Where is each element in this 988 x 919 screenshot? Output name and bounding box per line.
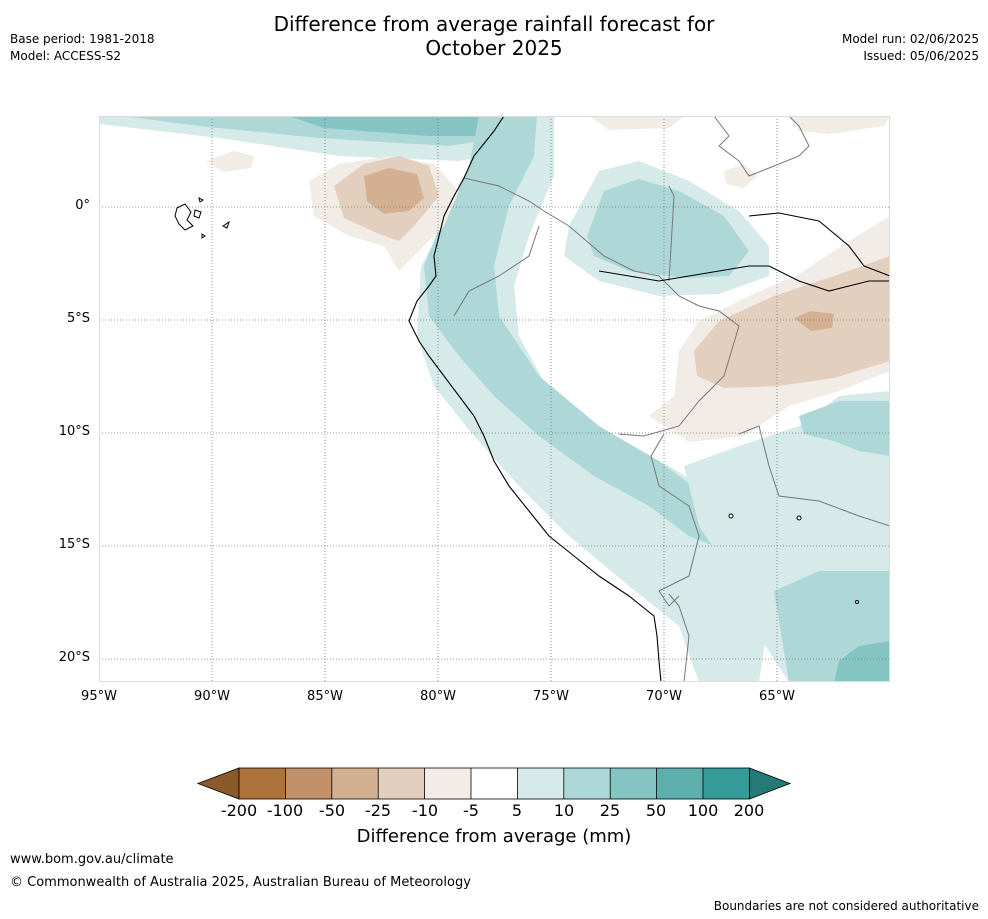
teal-se-25 [834, 641, 890, 682]
lon-label-95w: 95°W [81, 689, 117, 704]
meta-left: Base period: 1981-2018 Model: ACCESS-S2 [10, 31, 155, 65]
colorbar-title: Difference from average (mm) [356, 826, 632, 847]
lon-label-85w: 85°W [307, 689, 343, 704]
colorbar-tick-8: 10 [553, 801, 575, 820]
footer-disclaimer: Boundaries are not considered authoritat… [713, 899, 979, 913]
colorbar-swatch-6 [471, 768, 518, 799]
colorbar [196, 767, 792, 800]
model-text: Model: ACCESS-S2 [10, 49, 122, 63]
colorbar-swatch-4 [378, 768, 425, 799]
lon-label-90w: 90°W [194, 689, 230, 704]
colorbar-arrow-right [749, 767, 792, 800]
colorbar-tick-5: -10 [411, 801, 439, 820]
colorbar-tick-12: 200 [733, 801, 765, 820]
lon-label-65w: 65°W [759, 689, 795, 704]
lat-label-15s: 15°S [58, 537, 90, 552]
colorbar-swatch-9 [610, 768, 657, 799]
colorbar-tick-2: -100 [266, 801, 304, 820]
title-line-1: Difference from average rainfall forecas… [273, 12, 715, 36]
title-line-2: October 2025 [425, 36, 563, 60]
meta-right: Model run: 02/06/2025 Issued: 05/06/2025 [842, 31, 979, 65]
colorbar-swatch-10 [656, 768, 703, 799]
brown-amazon-small [724, 164, 757, 188]
galapagos-islands [174, 197, 230, 239]
coastline [408, 116, 890, 682]
country-borders [453, 116, 890, 682]
colorbar-tick-7: 5 [511, 801, 523, 820]
colorbar-tick-4: -25 [364, 801, 392, 820]
colorbar-tick-10: 50 [645, 801, 667, 820]
colorbar-swatch-2 [285, 768, 332, 799]
colorbar-swatch-8 [563, 768, 611, 799]
teal-band-top-25 [289, 116, 499, 136]
brown-ocean-25 [364, 168, 424, 214]
lon-label-70w: 70°W [646, 689, 682, 704]
colorbar-tick-3: -50 [318, 801, 346, 820]
colorbar-tick-6: -5 [463, 801, 479, 820]
colorbar-tick-9: 25 [599, 801, 621, 820]
lat-label-10s: 10°S [58, 424, 90, 439]
teal-east-10 [799, 401, 890, 456]
brown-top-center [589, 116, 684, 130]
colorbar-swatch-7 [517, 768, 564, 799]
brown-east-25 [794, 311, 834, 331]
rainfall-map [99, 116, 890, 682]
model-run-text: Model run: 02/06/2025 [841, 32, 979, 46]
colorbar-swatch-5 [424, 768, 471, 799]
brown-east-10 [694, 256, 890, 388]
teal-coastal-10 [424, 116, 714, 546]
footer-copyright: © Commonwealth of Australia 2025, Austra… [10, 875, 471, 890]
small-islands [728, 513, 859, 604]
teal-coastal-5 [417, 116, 789, 682]
lon-label-80w: 80°W [420, 689, 456, 704]
colorbar-tick-1: -200 [220, 801, 258, 820]
grid-lines [99, 116, 890, 682]
issued-text: Issued: 05/06/2025 [863, 49, 979, 63]
lat-label-5s: 5°S [66, 311, 90, 326]
footer-url[interactable]: www.bom.gov.au/climate [10, 852, 174, 867]
base-period-text: Base period: 1981-2018 [10, 32, 155, 46]
colorbar-arrow-left [196, 767, 240, 800]
chart-title: Difference from average rainfall forecas… [0, 12, 988, 60]
colorbar-svg [196, 767, 792, 800]
colorbar-swatch-11 [703, 768, 750, 799]
map-svg [99, 116, 890, 682]
lat-label-20s: 20°S [58, 650, 90, 665]
brown-top-right [789, 116, 890, 134]
colorbar-swatch-1 [239, 768, 286, 799]
colorbar-tick-11: 100 [687, 801, 719, 820]
teal-amazon-10 [587, 179, 749, 278]
lat-label-0: 0° [75, 198, 90, 213]
brown-small-galapagos [206, 151, 254, 172]
colorbar-swatch-3 [331, 768, 379, 799]
lon-label-75w: 75°W [533, 689, 569, 704]
